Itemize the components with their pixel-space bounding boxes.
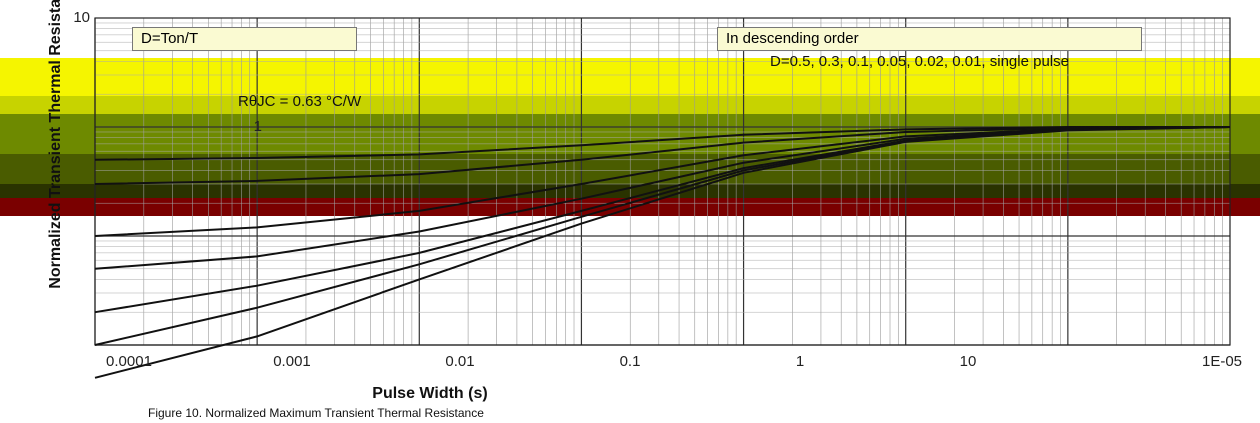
x-tick-label: 10	[960, 353, 977, 370]
order-note-box: In descending order	[717, 27, 1142, 51]
rth-annotation: RθJC = 0.63 °C/W	[238, 93, 362, 110]
x-tick-label: 0.001	[273, 353, 311, 370]
series-line-7	[94, 126, 1231, 379]
series-line-2	[94, 126, 1231, 185]
figure-caption: Figure 10. Normalized Maximum Transient …	[148, 406, 484, 420]
y-tick-label: 10	[73, 9, 90, 26]
x-tick-label: 1E-05	[1202, 353, 1242, 370]
series-line-1	[94, 126, 1230, 161]
y-axis-title: Normalized Transient Thermal Resistance	[47, 0, 64, 289]
x-tick-label: 0.1	[620, 353, 641, 370]
duty-values-annotation: D=0.5, 0.3, 0.1, 0.05, 0.02, 0.01, singl…	[770, 53, 1069, 70]
curves	[94, 126, 1231, 379]
y-tick-labels: 10 1	[73, 9, 262, 135]
y-tick-label: 1	[254, 118, 262, 135]
duty-formula-box: D=Ton/T	[132, 27, 357, 51]
duty-formula-text: D=Ton/T	[141, 30, 199, 47]
order-note-text: In descending order	[726, 30, 859, 47]
x-tick-label: 1	[796, 353, 804, 370]
x-axis-title: Pulse Width (s)	[372, 385, 487, 402]
x-tick-labels: 0.0001 0.001 0.01 0.1 1 10 1E-05	[106, 353, 1242, 370]
x-tick-label: 0.01	[445, 353, 474, 370]
plot-frame	[94, 17, 1231, 346]
x-tick-label: 0.0001	[106, 353, 152, 370]
